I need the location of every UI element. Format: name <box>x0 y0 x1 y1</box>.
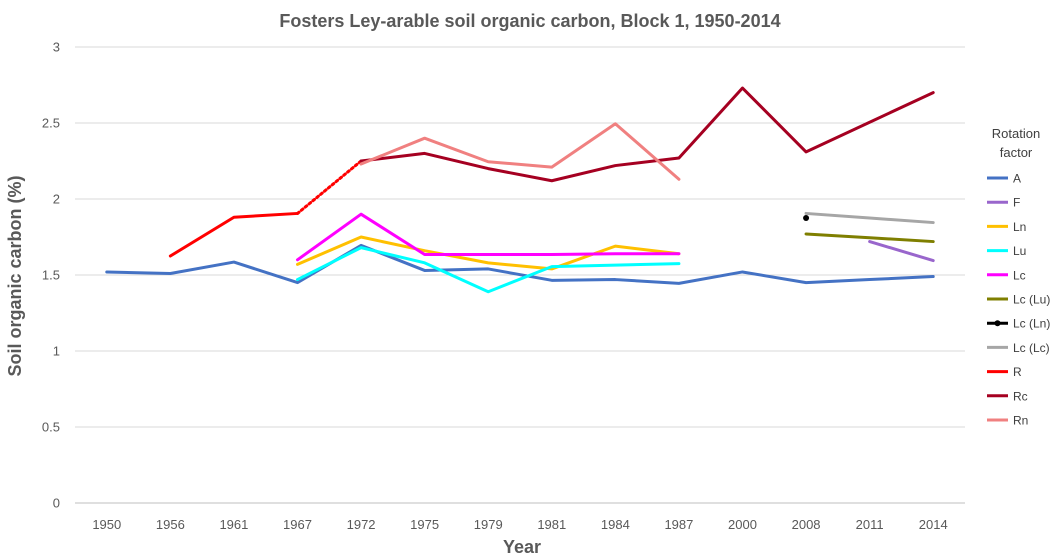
x-tick-label: 2011 <box>856 517 884 532</box>
legend-item: R <box>987 365 1022 379</box>
x-tick-label: 1979 <box>474 517 503 532</box>
x-tick-label: 2008 <box>792 517 821 532</box>
x-tick-label: 1961 <box>219 517 248 532</box>
x-tick-label: 1972 <box>347 517 376 532</box>
series-rc <box>359 86 935 183</box>
legend-label: Rn <box>1013 414 1028 428</box>
x-axis-ticks: 1950 1956 1961 1967 1972 1975 1979 1981 1984 1987… <box>92 517 947 532</box>
series-lc-lc <box>804 211 935 225</box>
legend-title-line-1: Rotation <box>992 126 1040 141</box>
chart-title: Fosters Ley-arable soil organic carbon, … <box>279 11 780 31</box>
legend-item: A <box>987 172 1021 186</box>
legend: Rotation factor AF Ln Lu Lc Lc (Lu) Lc (Ln) Lc… <box>987 126 1050 428</box>
series-line <box>868 240 935 263</box>
series-line <box>359 122 681 181</box>
series-line <box>168 211 299 258</box>
series-lc-lu <box>804 232 935 244</box>
series-line <box>804 211 935 225</box>
series-r <box>168 159 363 258</box>
x-tick-label: 1984 <box>601 517 630 532</box>
legend-item: F <box>987 196 1020 210</box>
legend-item: Rn <box>987 414 1028 428</box>
legend-label: Lc (Lu) <box>1013 293 1050 307</box>
y-tick-label: 0 <box>53 496 60 511</box>
x-tick-label: 1975 <box>410 517 439 532</box>
series-rn <box>359 122 681 181</box>
legend-marker <box>994 320 1001 327</box>
series-a <box>105 243 935 285</box>
x-tick-label: 2000 <box>728 517 757 532</box>
series-line <box>359 86 935 183</box>
y-axis-title: Soil organic carbon (%) <box>5 175 25 376</box>
series-line <box>804 232 935 244</box>
y-tick-label: 1.5 <box>42 268 60 283</box>
legend-title-line-2: factor <box>1000 145 1033 160</box>
legend-label: F <box>1013 196 1020 210</box>
legend-label: Lc (Lc) <box>1013 341 1050 355</box>
legend-label: R <box>1013 365 1022 379</box>
x-tick-label: 2014 <box>919 517 948 532</box>
y-tick-label: 2 <box>53 192 60 207</box>
x-axis-title: Year <box>503 537 541 557</box>
series-line <box>296 212 681 262</box>
legend-label: Lc (Ln) <box>1013 317 1050 331</box>
y-axis-ticks: 0 0.5 1 1.5 2 2.5 3 <box>42 40 60 511</box>
legend-label: Lu <box>1013 244 1026 258</box>
y-tick-label: 2.5 <box>42 116 60 131</box>
x-tick-label: 1967 <box>283 517 312 532</box>
series-ln <box>296 235 681 271</box>
data-point <box>803 215 810 221</box>
series-line <box>296 246 681 294</box>
legend-items: AF Ln Lu Lc Lc (Lu) Lc (Ln) Lc (Lc) R Rc Rn <box>987 172 1050 428</box>
legend-item: Rc <box>987 389 1028 403</box>
gridlines <box>75 46 965 504</box>
legend-item: Lc (Lc) <box>987 341 1050 355</box>
legend-item: Lu <box>987 244 1026 258</box>
series-lc <box>296 212 681 262</box>
legend-item: Lc <box>987 268 1026 282</box>
y-tick-label: 1 <box>53 344 60 359</box>
x-tick-label: 1950 <box>92 517 121 532</box>
legend-item: Lc (Ln) <box>987 317 1050 331</box>
y-tick-label: 0.5 <box>42 420 60 435</box>
legend-item: Ln <box>987 220 1026 234</box>
connector-line <box>296 159 363 215</box>
legend-label: A <box>1013 172 1021 186</box>
legend-label: Ln <box>1013 220 1026 234</box>
series-lu <box>296 246 681 294</box>
x-tick-label: 1956 <box>156 517 185 532</box>
series-f <box>868 240 935 263</box>
legend-label: Lc <box>1013 268 1026 282</box>
x-tick-label: 1987 <box>664 517 693 532</box>
series-lines <box>105 86 935 294</box>
x-tick-label: 1981 <box>537 517 566 532</box>
series-line <box>105 243 935 285</box>
series-lc-ln <box>803 215 810 221</box>
y-tick-label: 3 <box>53 40 60 55</box>
legend-label: Rc <box>1013 389 1028 403</box>
series-line <box>296 235 681 271</box>
legend-item: Lc (Lu) <box>987 293 1050 307</box>
